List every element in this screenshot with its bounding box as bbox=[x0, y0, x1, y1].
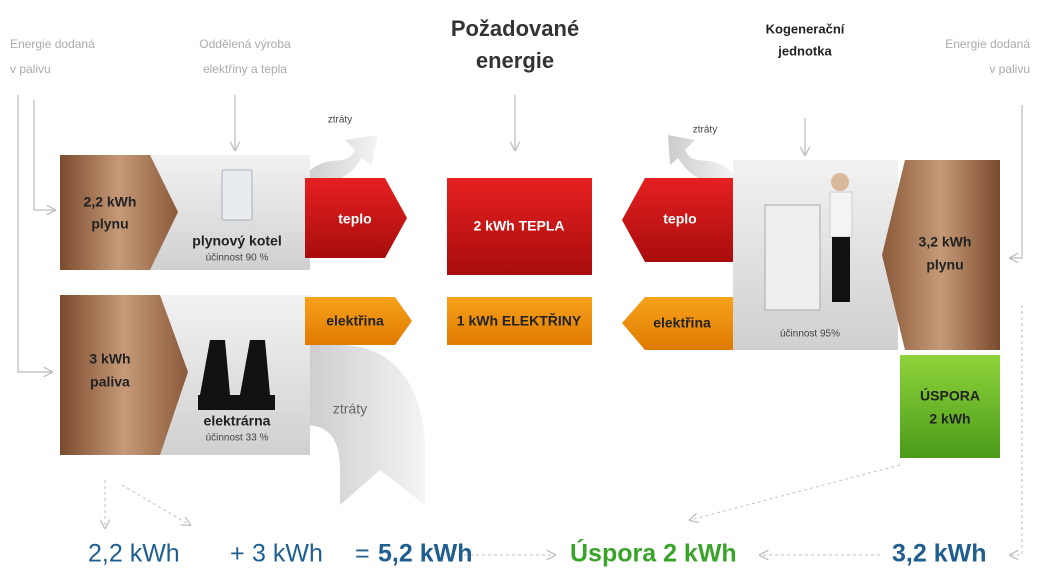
losses-arrow bbox=[305, 345, 425, 505]
label: v palivu bbox=[989, 62, 1030, 76]
electricity-arrow bbox=[622, 297, 735, 350]
heat-arrow bbox=[305, 178, 407, 258]
label: 2,2 kWh bbox=[84, 194, 137, 210]
electricity-arrow bbox=[305, 297, 412, 345]
title: energie bbox=[476, 48, 554, 73]
sum-total: 5,2 kWh bbox=[378, 540, 472, 568]
label: 2 kWh bbox=[929, 411, 970, 427]
operator: + bbox=[230, 540, 245, 568]
label: Energie dodaná bbox=[945, 37, 1030, 51]
boiler-icon bbox=[221, 169, 253, 221]
label: elektřiny a tepla bbox=[203, 62, 287, 76]
title: Požadované bbox=[451, 16, 579, 41]
saving-total: Úspora 2 kWh bbox=[570, 538, 737, 568]
label: v palivu bbox=[10, 62, 51, 76]
saving-block bbox=[900, 355, 1000, 458]
label: plynu bbox=[91, 216, 128, 232]
electricity-demand bbox=[447, 297, 592, 345]
label: 3,2 kWh bbox=[919, 234, 972, 250]
label: elektrárna bbox=[204, 413, 271, 429]
input-block bbox=[882, 160, 1000, 350]
heat-demand bbox=[447, 178, 592, 275]
label: plynový kotel bbox=[192, 233, 281, 249]
label: Oddělená výroba bbox=[199, 37, 291, 51]
label: elektřina bbox=[326, 313, 384, 329]
sum-term: 3 kWh bbox=[252, 540, 323, 568]
losses-label: ztráty bbox=[333, 401, 367, 417]
label: účinnost 90 % bbox=[206, 253, 269, 264]
label: účinnost 33 % bbox=[206, 433, 269, 444]
label: teplo bbox=[338, 211, 371, 227]
label: elektřina bbox=[653, 315, 711, 331]
label: 3 kWh bbox=[89, 351, 130, 367]
input-block bbox=[60, 295, 188, 455]
operator: = bbox=[355, 540, 370, 568]
losses-label: ztráty bbox=[328, 115, 352, 126]
label: 1 kWh ELEKTŘINY bbox=[457, 312, 582, 329]
guide-lines bbox=[17, 95, 1023, 555]
label: jednotka bbox=[777, 43, 832, 58]
label: paliva bbox=[90, 374, 130, 390]
heat-arrow bbox=[622, 178, 735, 262]
sum-term: 2,2 kWh bbox=[88, 540, 180, 568]
person bbox=[829, 173, 853, 302]
losses-label: ztráty bbox=[693, 125, 717, 136]
label: Energie dodaná bbox=[10, 37, 95, 51]
input-block bbox=[60, 155, 178, 270]
label: teplo bbox=[663, 211, 696, 227]
label: plynu bbox=[926, 257, 963, 273]
label: ÚSPORA bbox=[920, 387, 980, 404]
chp-unit bbox=[764, 204, 821, 311]
chp-total: 3,2 kWh bbox=[892, 540, 986, 568]
plant-icon bbox=[198, 340, 275, 410]
label: účinnost 95% bbox=[780, 329, 840, 340]
label: 2 kWh TEPLA bbox=[473, 218, 564, 234]
label: Kogenerační bbox=[766, 21, 845, 36]
